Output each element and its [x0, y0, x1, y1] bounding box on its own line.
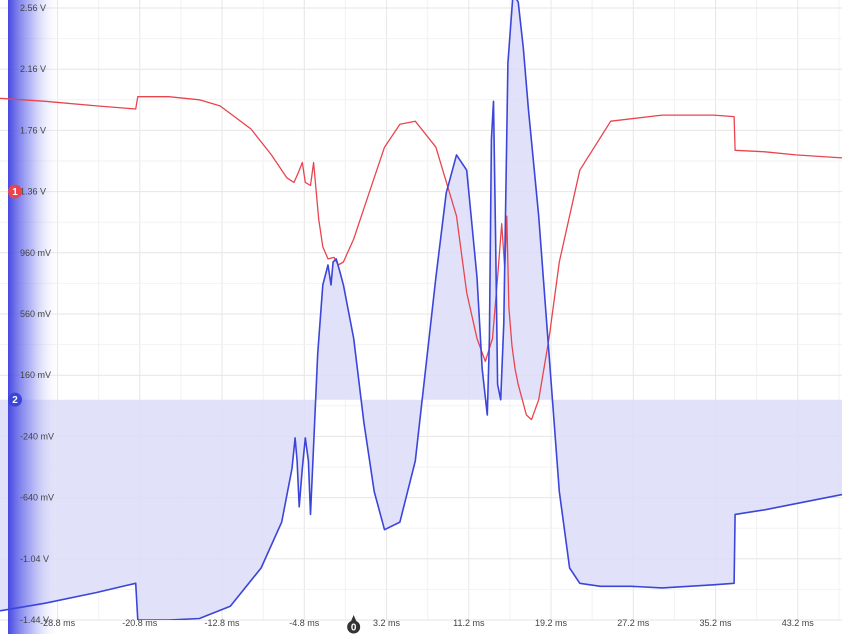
- x-tick-label: 3.2 ms: [373, 618, 401, 628]
- trace-channel-2: [0, 0, 842, 620]
- x-tick-label: 27.2 ms: [617, 618, 650, 628]
- traces: [0, 0, 842, 620]
- y-tick-label: 1.76 V: [20, 125, 46, 135]
- channel-2-fill: [0, 0, 842, 620]
- y-tick-label: 960 mV: [20, 248, 51, 258]
- trigger-marker-badge: [347, 620, 361, 634]
- trace-channel-1: [0, 96, 842, 421]
- y-axis-labels: 2.56 V 2.16 V 1.76 V 1.36 V 960 mV 560 mV 160 …: [20, 3, 54, 625]
- x-tick-label: -28.8 ms: [40, 618, 76, 628]
- channel-2-area: [0, 0, 842, 620]
- x-tick-label: 35.2 ms: [700, 618, 733, 628]
- x-tick-label: 19.2 ms: [535, 618, 568, 628]
- y-tick-label: 160 mV: [20, 370, 51, 380]
- y-tick-label: -1.44 V: [20, 615, 49, 625]
- channel-2-marker-label: 2: [12, 395, 18, 406]
- y-tick-label: -1.04 V: [20, 554, 49, 564]
- channel-1-marker: [8, 184, 22, 199]
- x-tick-label: -20.8 ms: [122, 618, 158, 628]
- x-axis-labels: -28.8 ms -20.8 ms -12.8 ms -4.8 ms 3.2 ms 11.…: [40, 618, 814, 628]
- x-tick-label: -12.8 ms: [205, 618, 241, 628]
- trigger-marker-label: 0: [351, 623, 357, 634]
- y-tick-label: -640 mV: [20, 493, 54, 503]
- y-tick-label: 560 mV: [20, 309, 51, 319]
- channel-markers: 1 2 0: [8, 184, 361, 634]
- y-tick-label: 1.36 V: [20, 187, 46, 197]
- x-tick-label: -4.8 ms: [289, 618, 320, 628]
- y-tick-label: 2.56 V: [20, 3, 46, 13]
- y-tick-label: -240 mV: [20, 431, 54, 441]
- y-tick-label: 2.16 V: [20, 64, 46, 74]
- channel-1-marker-label: 1: [12, 187, 18, 198]
- channel-2-marker: [8, 392, 22, 407]
- x-tick-label: 43.2 ms: [782, 618, 815, 628]
- left-axis-shading: [8, 0, 60, 634]
- x-tick-label: 11.2 ms: [453, 618, 485, 628]
